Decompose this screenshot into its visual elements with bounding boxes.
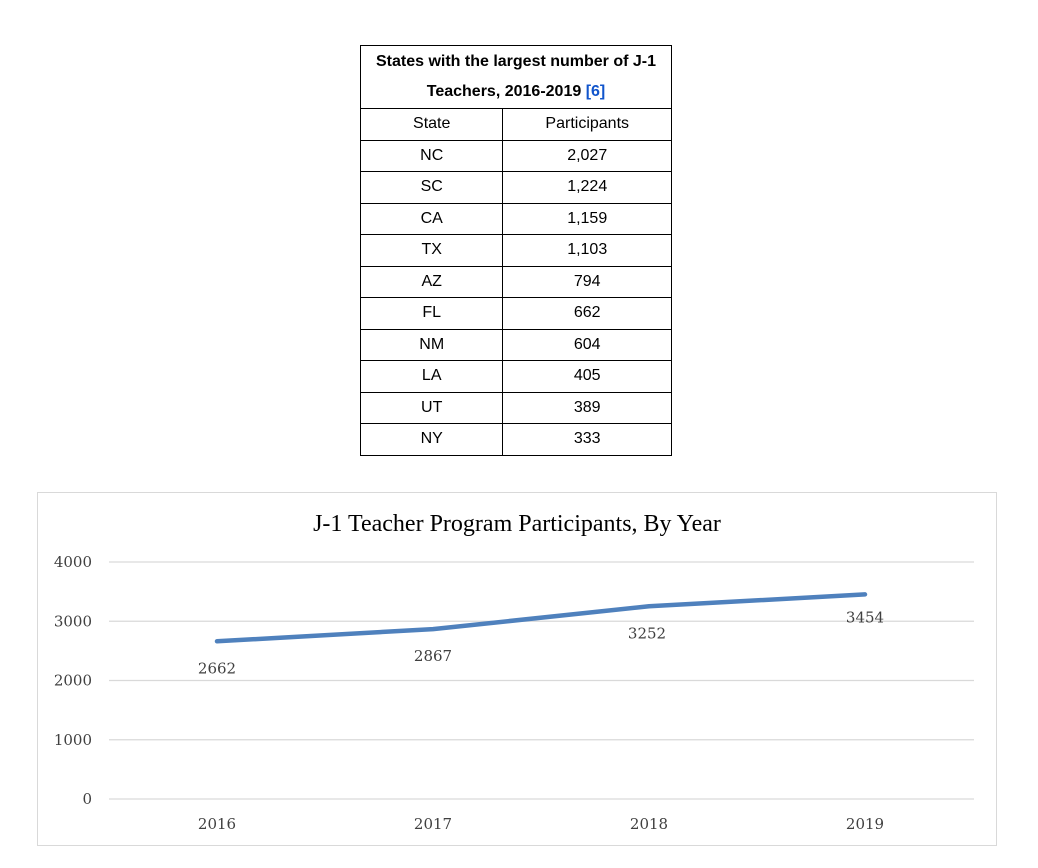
table-caption-row: States with the largest number of J-1 Te… xyxy=(360,45,672,109)
table-cell-participants: 794 xyxy=(502,265,672,298)
chart-frame xyxy=(37,492,997,846)
table-cell-state: LA xyxy=(359,360,504,393)
table-row: NC 2,027 xyxy=(359,139,672,172)
table-cell-state: NC xyxy=(359,139,504,172)
table-header-participants: Participants xyxy=(502,108,672,141)
table-header-row: State Participants xyxy=(359,108,672,141)
table-row: CA 1,159 xyxy=(359,202,672,235)
table-cell-participants: 405 xyxy=(502,360,672,393)
states-table: States with the largest number of J-1 Te… xyxy=(359,45,672,456)
table-cell-participants: 662 xyxy=(502,297,672,330)
table-cell-state: NM xyxy=(359,328,504,361)
table-row: FL 662 xyxy=(359,297,672,330)
table-header-state: State xyxy=(359,108,504,141)
table-row: SC 1,224 xyxy=(359,171,672,204)
table-row: NY 333 xyxy=(359,423,672,456)
table-cell-state: AZ xyxy=(359,265,504,298)
table-cell-participants: 2,027 xyxy=(502,139,672,172)
table-row: AZ 794 xyxy=(359,265,672,298)
table-cell-participants: 604 xyxy=(502,328,672,361)
table-reference-link[interactable]: [6] xyxy=(585,83,606,100)
table-cell-participants: 1,103 xyxy=(502,234,672,267)
table-caption: States with the largest number of J-1 Te… xyxy=(360,45,672,109)
table-cell-state: NY xyxy=(359,423,504,456)
table-row: TX 1,103 xyxy=(359,234,672,267)
table-caption-text: States with the largest number of J-1 Te… xyxy=(375,53,657,100)
table-cell-state: UT xyxy=(359,391,504,424)
table-cell-state: CA xyxy=(359,202,504,235)
table-cell-participants: 1,224 xyxy=(502,171,672,204)
table-cell-participants: 1,159 xyxy=(502,202,672,235)
table-cell-participants: 333 xyxy=(502,423,672,456)
table-cell-participants: 389 xyxy=(502,391,672,424)
table-row: NM 604 xyxy=(359,328,672,361)
table-cell-state: SC xyxy=(359,171,504,204)
table-row: LA 405 xyxy=(359,360,672,393)
table-cell-state: FL xyxy=(359,297,504,330)
table-row: UT 389 xyxy=(359,391,672,424)
table-cell-state: TX xyxy=(359,234,504,267)
